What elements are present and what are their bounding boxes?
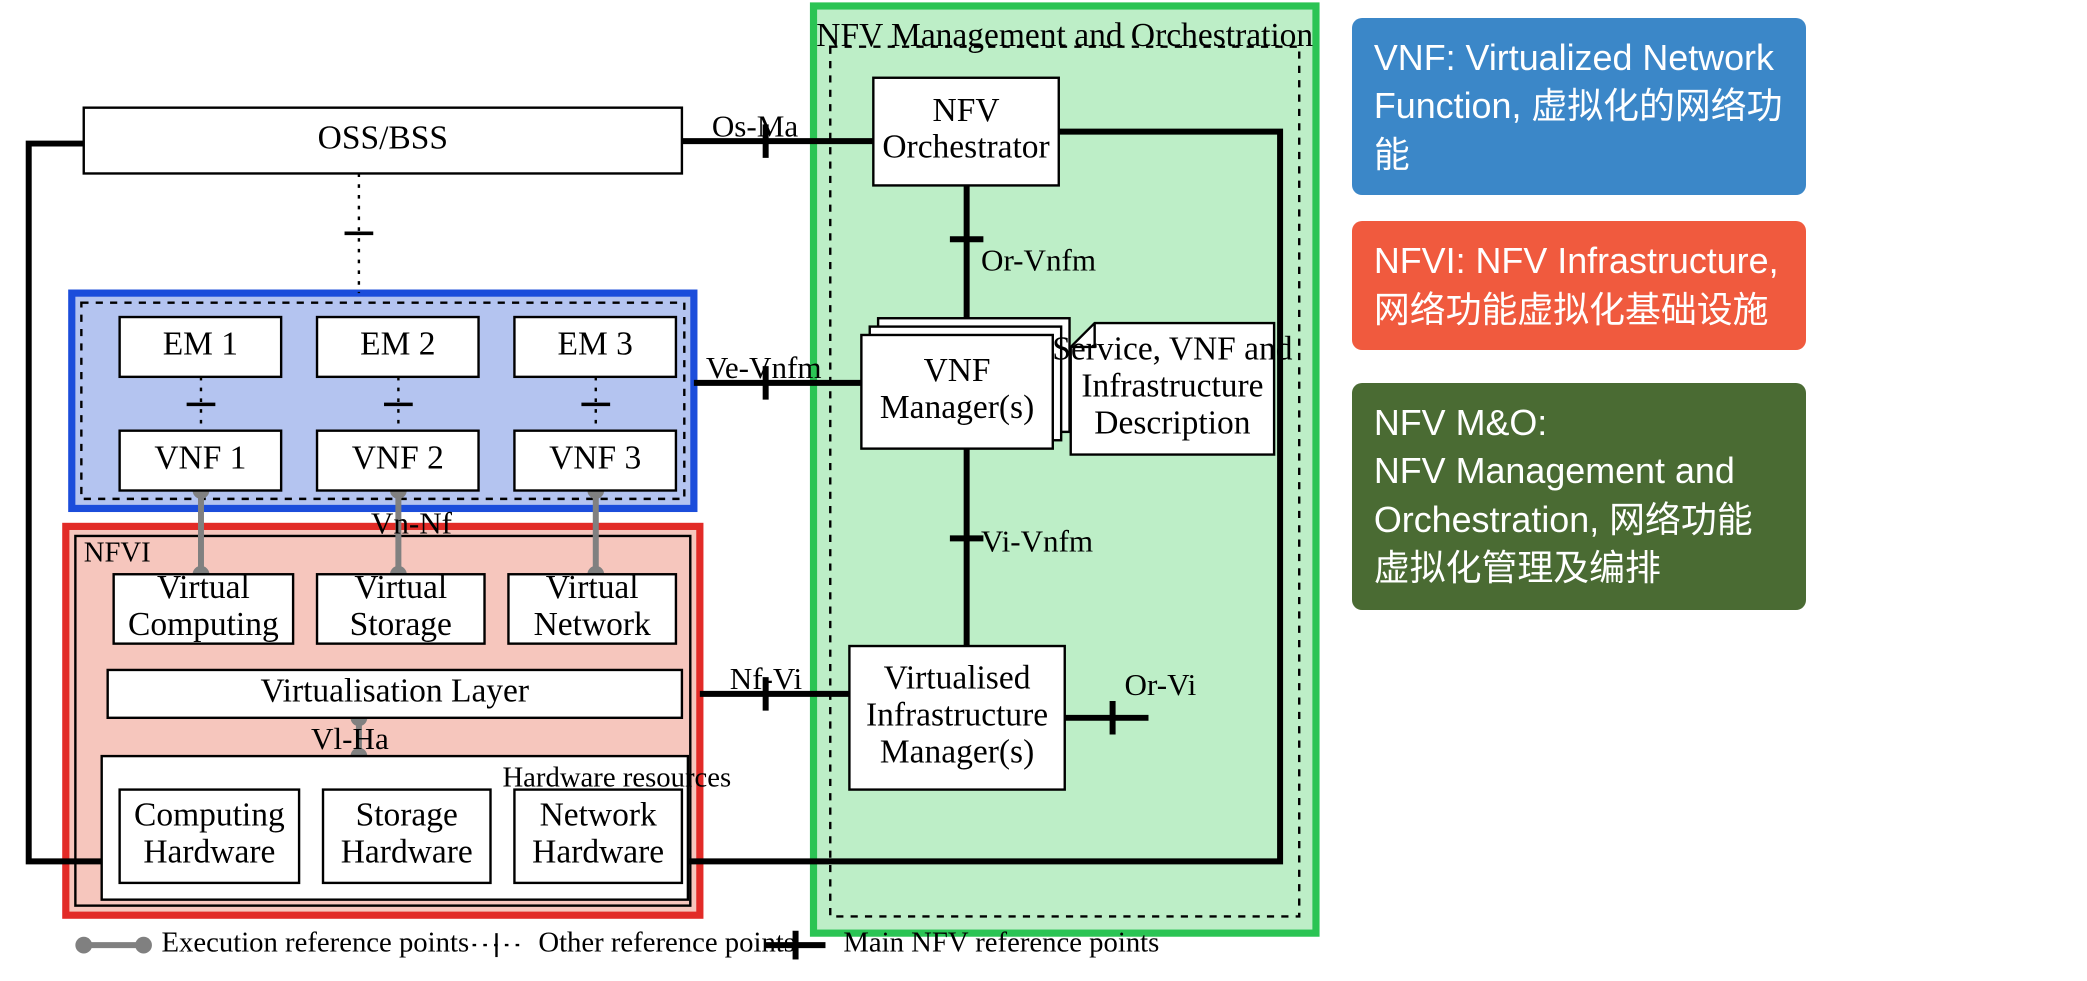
svg-text:EM 3: EM 3	[558, 326, 633, 363]
svg-text:Virtualisation Layer: Virtualisation Layer	[261, 673, 530, 710]
node-vlayer: Virtualisation Layer	[108, 670, 682, 718]
node-desc: Service, VNF andInfrastructureDescriptio…	[1052, 323, 1293, 455]
node-em1: EM 1	[120, 317, 282, 377]
svg-text:Network: Network	[534, 606, 651, 643]
mano-title: NFV Management and Orchestration	[816, 17, 1313, 54]
svg-text:Service, VNF and: Service, VNF and	[1052, 331, 1293, 368]
svg-text:Virtual: Virtual	[354, 569, 447, 606]
svg-text:OSS/BSS: OSS/BSS	[318, 119, 448, 156]
svg-text:NFVI: NFVI	[84, 537, 151, 569]
svg-text:Manager(s): Manager(s)	[880, 733, 1034, 770]
side-card-0: VNF: Virtualized Network Function, 虚拟化的网…	[1352, 18, 1807, 195]
svg-text:Infrastructure: Infrastructure	[1081, 367, 1263, 404]
svg-text:Os-Ma: Os-Ma	[712, 108, 799, 143]
svg-text:Main NFV reference points: Main NFV reference points	[843, 927, 1159, 959]
svg-text:Network: Network	[540, 797, 657, 834]
side-card-2: NFV M&O:NFV Management and Orchestration…	[1352, 383, 1807, 610]
node-vcomp: VirtualComputing	[114, 569, 293, 643]
svg-text:Virtual: Virtual	[157, 569, 250, 606]
svg-text:Virtual: Virtual	[546, 569, 639, 606]
svg-text:Infrastructure: Infrastructure	[866, 696, 1048, 733]
svg-text:Manager(s): Manager(s)	[880, 389, 1034, 426]
node-vstor: VirtualStorage	[317, 569, 484, 643]
svg-text:Hardware: Hardware	[143, 833, 275, 870]
node-vnet: VirtualNetwork	[508, 569, 675, 643]
node-oss: OSS/BSS	[84, 108, 682, 174]
node-vnf3: VNF 3	[514, 431, 676, 491]
svg-text:VNF 1: VNF 1	[154, 439, 246, 476]
node-vim: VirtualisedInfrastructureManager(s)	[849, 646, 1064, 790]
svg-text:EM 2: EM 2	[360, 326, 435, 363]
node-vnfmgr: VNFManager(s)	[861, 318, 1069, 448]
svg-text:Computing: Computing	[128, 606, 279, 643]
node-em3: EM 3	[514, 317, 676, 377]
svg-text:Hardware: Hardware	[532, 833, 664, 870]
svg-text:Orchestrator: Orchestrator	[882, 129, 1049, 166]
svg-text:Or-Vi: Or-Vi	[1125, 667, 1197, 702]
node-em2: EM 2	[317, 317, 479, 377]
svg-text:Storage: Storage	[356, 797, 458, 834]
svg-text:Storage: Storage	[350, 606, 452, 643]
svg-text:VNF: VNF	[924, 352, 991, 389]
node-hcomp: ComputingHardware	[120, 790, 299, 883]
svg-text:VNF 3: VNF 3	[549, 439, 641, 476]
svg-text:Hardware: Hardware	[341, 833, 473, 870]
svg-text:Vl-Ha: Vl-Ha	[311, 721, 389, 756]
node-vnf1: VNF 1	[120, 431, 282, 491]
node-orch: NFVOrchestrator	[873, 78, 1058, 186]
svg-text:VNF 2: VNF 2	[352, 439, 444, 476]
svg-text:Computing: Computing	[134, 797, 285, 834]
svg-text:EM 1: EM 1	[163, 326, 238, 363]
svg-text:Nf-Vi: Nf-Vi	[730, 661, 803, 696]
svg-text:NFV: NFV	[933, 92, 1000, 129]
svg-text:Description: Description	[1094, 404, 1250, 441]
svg-text:Other reference points: Other reference points	[538, 927, 795, 959]
svg-text:Ve-Vnfm: Ve-Vnfm	[706, 350, 822, 385]
node-hstor: StorageHardware	[323, 790, 490, 883]
node-vnf2: VNF 2	[317, 431, 479, 491]
svg-text:Vn-Nf: Vn-Nf	[371, 506, 453, 541]
side-card-1: NFVI: NFV Infrastructure, 网络功能虚拟化基础设施	[1352, 221, 1807, 350]
svg-text:Execution reference points: Execution reference points	[162, 927, 470, 959]
node-hnet: NetworkHardware	[514, 790, 681, 883]
svg-text:Vi-Vnfm: Vi-Vnfm	[981, 523, 1093, 558]
svg-text:Or-Vnfm: Or-Vnfm	[981, 242, 1096, 277]
svg-text:Virtualised: Virtualised	[884, 660, 1031, 697]
